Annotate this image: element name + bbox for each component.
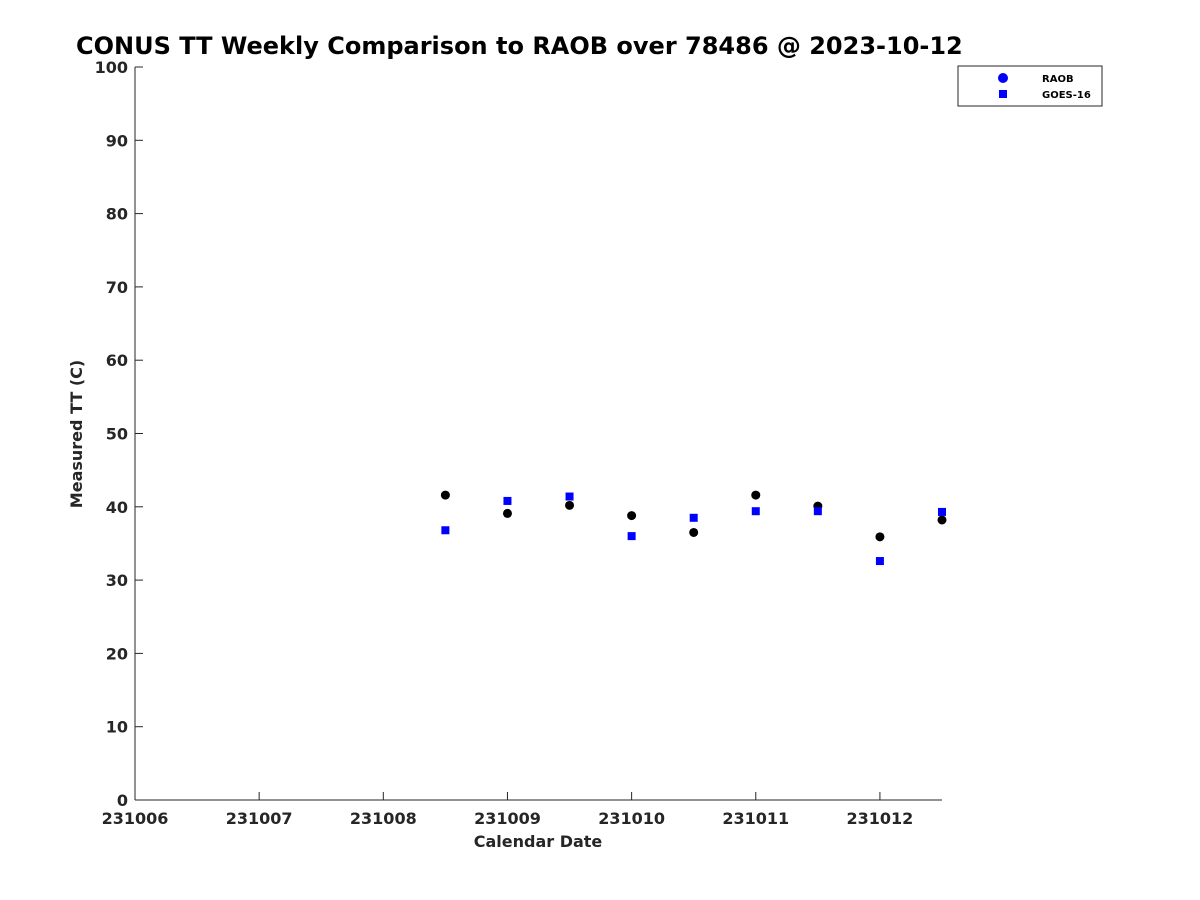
- x-tick-label: 231010: [598, 809, 665, 828]
- axes: [134, 67, 942, 801]
- y-tick-label: 90: [106, 131, 128, 150]
- goes-16-point: [689, 513, 698, 522]
- goes-16-point: [441, 526, 450, 535]
- goes-16-point: [875, 557, 884, 566]
- raob-point: [937, 515, 947, 525]
- y-tick-label: 0: [117, 791, 128, 810]
- y-tick-label: 100: [95, 58, 128, 77]
- goes-16-point: [503, 496, 512, 505]
- legend: RAOB GOES-16: [957, 65, 1103, 107]
- legend-marker-goes-16: [999, 90, 1007, 98]
- x-tick-label: 231011: [722, 809, 789, 828]
- raob-point: [751, 490, 761, 500]
- goes-16-point: [938, 507, 946, 516]
- y-tick-label: 30: [106, 571, 128, 590]
- raob-point: [627, 511, 637, 521]
- y-axis-label: Measured TT (C): [67, 360, 86, 508]
- goes-16-point: [627, 532, 636, 541]
- raob-point: [689, 527, 699, 537]
- x-tick-label: 231008: [350, 809, 417, 828]
- x-tick-label: 231007: [226, 809, 293, 828]
- data-points: [440, 490, 947, 566]
- x-tick-label: 231009: [474, 809, 541, 828]
- y-tick-label: 80: [106, 205, 128, 224]
- raob-point: [565, 500, 575, 510]
- goes-16-point: [813, 507, 822, 516]
- x-tick-label: 231012: [847, 809, 914, 828]
- raob-point: [875, 532, 885, 542]
- chart-title: CONUS TT Weekly Comparison to RAOB over …: [76, 32, 963, 60]
- y-tick-label: 60: [106, 351, 128, 370]
- raob-point: [502, 508, 512, 518]
- legend-marker-raob: [998, 73, 1008, 83]
- y-tick-label: 10: [106, 718, 128, 737]
- x-axis-label: Calendar Date: [474, 832, 603, 851]
- goes-16-point: [565, 492, 574, 501]
- y-tick-label: 40: [106, 498, 128, 517]
- legend-label-raob: RAOB: [1042, 74, 1074, 85]
- legend-box: [957, 65, 1103, 107]
- y-tick-label: 70: [106, 278, 128, 297]
- y-ticks: 0 10 20 30 40 50 60 70 80 90 100: [95, 58, 143, 810]
- x-tick-label: 231006: [102, 809, 169, 828]
- y-tick-label: 20: [106, 644, 128, 663]
- y-tick-label: 50: [106, 425, 128, 444]
- legend-label-goes-16: GOES-16: [1042, 90, 1091, 101]
- goes-16-point: [751, 507, 760, 516]
- x-ticks: 231006 231007 231008 231009 231010 231011 2310…: [102, 792, 914, 828]
- raob-point: [440, 490, 450, 500]
